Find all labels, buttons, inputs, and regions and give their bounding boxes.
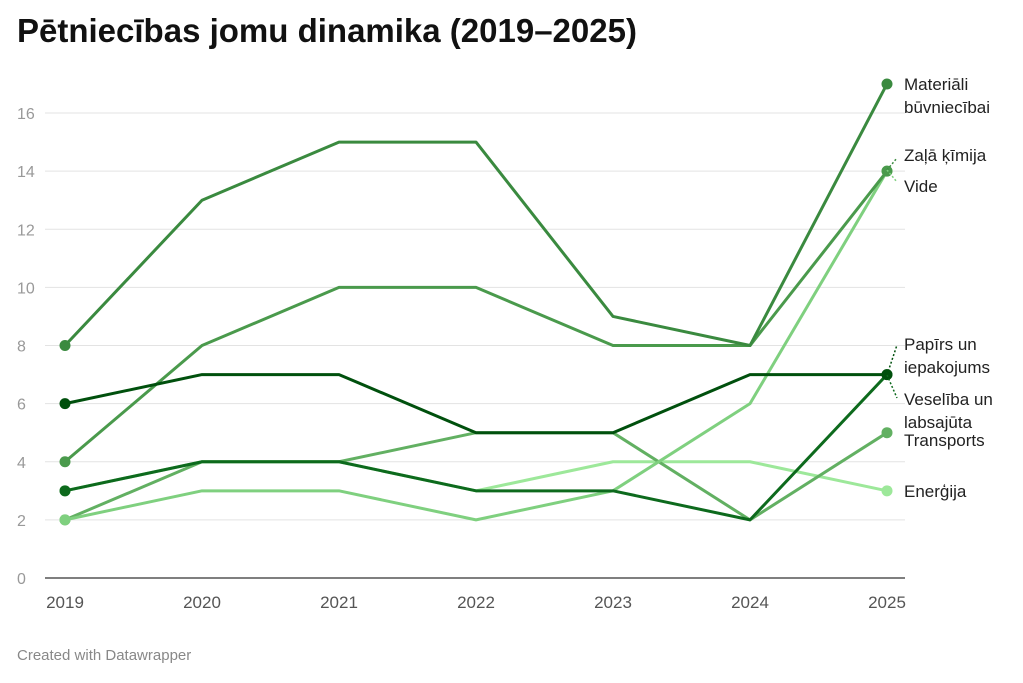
series-line [64,373,887,435]
y-tick-label: 16 [17,106,35,123]
end-point [881,78,893,90]
x-tick-label: 2025 [868,593,906,612]
series-label: iepakojums [904,358,990,377]
y-tick-label: 14 [17,164,35,181]
series-line [64,373,889,522]
series-label: Transports [904,431,985,450]
series-label: Enerģija [904,482,967,501]
y-tick-label: 8 [17,339,26,356]
series-label: būvniecībai [904,98,990,117]
y-tick-label: 10 [17,280,35,297]
series-line [63,83,889,348]
x-tick-label: 2022 [457,593,495,612]
x-tick-label: 2023 [594,593,632,612]
start-point [59,340,71,352]
label-connector [886,344,898,376]
x-tick-label: 2019 [46,593,84,612]
x-tick-label: 2020 [183,593,221,612]
y-tick-label: 12 [17,222,35,239]
series-label: Vide [904,177,938,196]
y-tick-label: 0 [17,571,26,588]
series-label: Materiāli [904,75,968,94]
series-label: labsajūta [904,413,973,432]
series-line [64,170,889,522]
chart-title: Pētniecības jomu dinamika (2019–2025) [17,12,637,49]
series-label: Papīrs un [904,335,977,354]
y-tick-label: 2 [17,513,26,530]
label-connector [886,169,898,183]
label-connector [886,374,898,399]
label-connector [886,157,898,171]
x-tick-label: 2024 [731,593,769,612]
y-tick-label: 4 [17,455,26,472]
start-point [59,514,71,526]
series-label: Zaļā ķīmija [904,146,987,165]
end-point [881,485,893,497]
x-tick-label: 2021 [320,593,358,612]
y-tick-label: 6 [17,397,26,414]
series-label: Veselība un [904,390,993,409]
start-point [59,456,71,468]
footer-credit: Created with Datawrapper [17,647,192,664]
end-point [881,427,893,439]
start-point [59,485,71,497]
start-point [59,398,71,410]
